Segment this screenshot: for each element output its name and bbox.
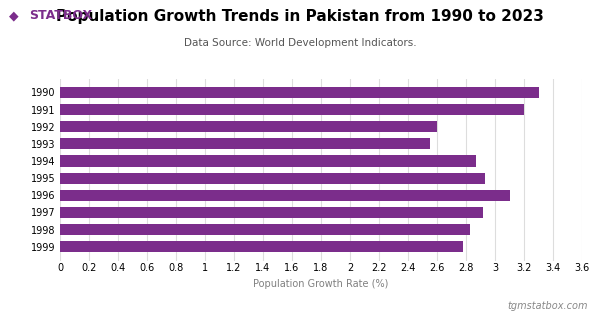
Text: STATBOX: STATBOX [29,9,92,22]
Bar [60,104,524,115]
Bar [60,138,430,149]
Bar [60,155,476,166]
Bar [60,224,470,235]
Bar [60,173,485,184]
Text: ◆: ◆ [9,9,19,22]
Bar [60,87,539,98]
X-axis label: Population Growth Rate (%): Population Growth Rate (%) [253,279,389,289]
Bar [60,121,437,132]
Bar [60,241,463,252]
Bar [60,207,484,218]
Bar [60,190,509,201]
Text: tgmstatbox.com: tgmstatbox.com [508,301,588,311]
Text: Data Source: World Development Indicators.: Data Source: World Development Indicator… [184,38,416,48]
Text: Population Growth Trends in Pakistan from 1990 to 2023: Population Growth Trends in Pakistan fro… [56,9,544,24]
